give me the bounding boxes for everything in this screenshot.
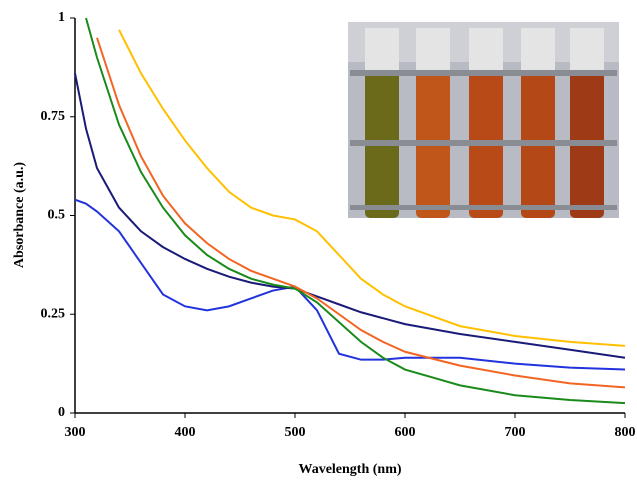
x-tick-label: 500 — [285, 425, 306, 440]
tube-cap — [469, 28, 503, 73]
tube-cap — [521, 28, 555, 73]
y-tick-label: 0 — [58, 405, 65, 420]
rack-bar — [350, 205, 617, 210]
y-axis-label: Absorbance (a.u.) — [12, 162, 27, 269]
y-tick-label: 0.5 — [48, 208, 66, 223]
tube-cap — [416, 28, 450, 73]
data-line — [74, 73, 626, 359]
data-line — [85, 17, 626, 405]
tube-cap — [570, 28, 604, 73]
y-tick-label: 0.75 — [41, 109, 66, 124]
x-axis-label: Wavelength (nm) — [298, 462, 401, 477]
rack-bar — [350, 70, 617, 76]
rack-bar — [350, 140, 617, 146]
y-tick-label: 0.25 — [41, 306, 66, 321]
y-tick-label: 1 — [58, 10, 65, 25]
data-line — [74, 198, 626, 371]
data-line — [118, 29, 626, 347]
inset-photo — [348, 22, 619, 218]
x-tick-label: 600 — [395, 425, 416, 440]
x-tick-label: 400 — [175, 425, 196, 440]
tube-cap — [365, 28, 399, 73]
x-tick-label: 700 — [505, 425, 526, 440]
x-tick-label: 800 — [615, 425, 636, 440]
data-line — [96, 37, 626, 389]
x-tick-label: 300 — [65, 425, 86, 440]
